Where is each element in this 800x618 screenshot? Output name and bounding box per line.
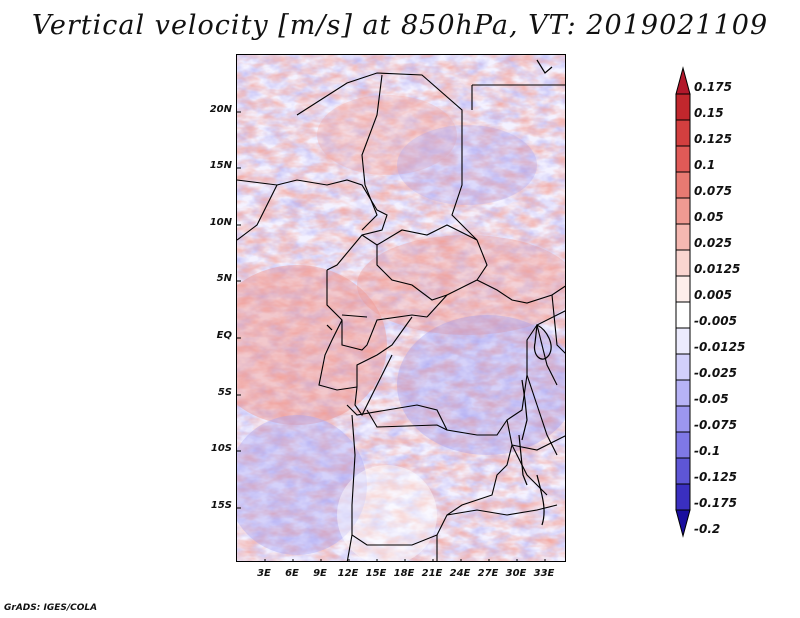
lon-ticks (264, 559, 546, 561)
colorbar-label: 0.175 (694, 79, 732, 94)
colorbar-label: 0.1 (694, 157, 716, 172)
lon-label-24e: 24E (449, 568, 471, 579)
colorbar-segment (675, 353, 691, 381)
colorbar-segment (675, 171, 691, 199)
colorbar-label: 0.0125 (694, 261, 741, 276)
lat-label-20n: 20N (209, 104, 232, 115)
lat-label-15n: 15N (209, 160, 232, 171)
colorbar-label: 0.005 (694, 287, 732, 302)
colorbar-label: -0.125 (694, 469, 737, 484)
lat-label-5n: 5N (216, 273, 232, 284)
lat-ticks (237, 111, 241, 509)
lon-label-33e: 33E (533, 568, 555, 579)
velocity-field (237, 55, 565, 561)
lat-label-15s: 15S (210, 500, 232, 511)
colorbar-segment (675, 275, 691, 303)
lon-label-15e: 15E (365, 568, 387, 579)
lat-label-eq: EQ (216, 330, 232, 341)
colorbar-label: -0.2 (694, 521, 721, 536)
colorbar-label: -0.0125 (694, 339, 746, 354)
colorbar-segment (675, 327, 691, 355)
colorbar-label: -0.025 (694, 365, 737, 380)
lat-label-5s: 5S (217, 387, 232, 398)
colorbar-label: -0.05 (694, 391, 729, 406)
colorbar-segment (675, 379, 691, 407)
colorbar-segment (675, 457, 691, 485)
lon-label-3e: 3E (257, 568, 271, 579)
lon-label-6e: 6E (285, 568, 299, 579)
colorbar-segment (675, 93, 691, 121)
credit-text: GrADS: IGES/COLA (4, 603, 98, 613)
colorbar-label: 0.025 (694, 235, 732, 250)
lon-label-21e: 21E (421, 568, 443, 579)
colorbar-segment (675, 66, 691, 95)
colorbar-label: -0.175 (694, 495, 737, 510)
colorbar-segment (675, 301, 691, 329)
lon-label-18e: 18E (393, 568, 415, 579)
colorbar-segment (675, 197, 691, 225)
colorbar-segment (675, 431, 691, 459)
lat-label-10s: 10S (210, 443, 232, 454)
colorbar-segment (675, 145, 691, 173)
colorbar-label: 0.05 (694, 209, 724, 224)
colorbar (675, 66, 691, 538)
colorbar-segment (675, 119, 691, 147)
colorbar-segment (675, 483, 691, 511)
colorbar-segment (675, 405, 691, 433)
colorbar-label: 0.125 (694, 131, 732, 146)
lon-label-9e: 9E (313, 568, 327, 579)
lon-label-12e: 12E (337, 568, 359, 579)
lon-label-27e: 27E (477, 568, 499, 579)
colorbar-label: 0.15 (694, 105, 724, 120)
colorbar-label: -0.1 (694, 443, 721, 458)
map-title: Vertical velocity [m/s] at 850hPa, VT: 2… (31, 10, 769, 41)
colorbar-segment (675, 509, 691, 538)
colorbar-segment (675, 223, 691, 251)
map-svg (237, 55, 565, 561)
lat-label-10n: 10N (209, 217, 232, 228)
colorbar-segment (675, 249, 691, 277)
vertical-velocity-map (236, 54, 566, 562)
colorbar-label: -0.005 (694, 313, 737, 328)
lakes (326, 59, 553, 526)
colorbar-label: -0.075 (694, 417, 737, 432)
lon-label-30e: 30E (505, 568, 527, 579)
colorbar-label: 0.075 (694, 183, 732, 198)
